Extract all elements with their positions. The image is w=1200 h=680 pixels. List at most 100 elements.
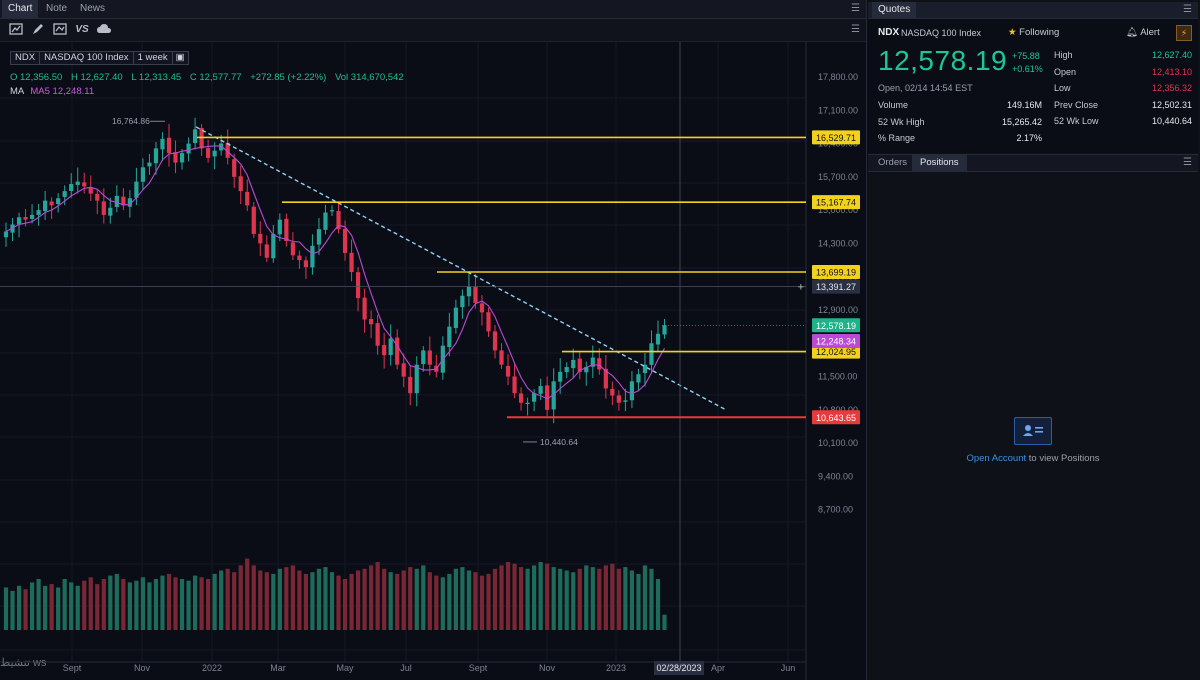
volume-bar	[421, 565, 426, 630]
volume-bar	[499, 565, 504, 630]
volume-bar	[558, 568, 563, 630]
lightning-icon[interactable]: ⚡︎	[1176, 25, 1192, 41]
candle-body	[492, 331, 498, 351]
candle-body	[160, 138, 165, 150]
volume-bar	[388, 572, 393, 630]
price-change: +75.88 +0.61%	[1012, 50, 1043, 76]
tab-positions[interactable]: Positions	[912, 155, 967, 171]
candle-body	[173, 152, 178, 163]
alert-button[interactable]: 🔔︎ Alert	[1126, 27, 1160, 38]
candle-body	[127, 198, 132, 207]
x-tick-label: Nov	[539, 663, 556, 673]
volume-bar	[525, 568, 530, 630]
chart-type-icon[interactable]	[8, 22, 24, 38]
volume-bar	[655, 579, 661, 630]
candle-body	[558, 371, 563, 382]
settings-icon[interactable]: ▣	[171, 51, 189, 65]
price-chart[interactable]: +17,800.0017,100.0016,400.0015,700.0015,…	[0, 42, 866, 680]
candle-body	[284, 218, 289, 242]
candle-body	[499, 350, 504, 365]
candle-body	[166, 137, 172, 154]
draw-icon[interactable]	[30, 22, 46, 38]
ma-label: MA	[10, 86, 24, 97]
volume-bar	[290, 565, 295, 630]
volume-bar	[258, 570, 263, 630]
candle-body	[140, 167, 146, 182]
price-tag-bg	[812, 333, 860, 348]
symbol-legend: NDX NASDAQ 100 Index 1 week ▣	[10, 51, 189, 65]
y-tick-label: 10,800.00	[818, 405, 858, 415]
x-tick-label: 2023	[606, 663, 626, 673]
volume-bar	[414, 568, 419, 630]
candle-body	[655, 333, 661, 345]
following-button[interactable]: ★ Following	[1008, 27, 1059, 38]
y-tick-label: 15,700.00	[818, 172, 858, 182]
stat-value: 12,627.40	[1151, 50, 1192, 60]
volume-bar	[95, 584, 100, 630]
symbol-badge[interactable]: NDX	[10, 51, 41, 65]
stat-value: 2.17%	[1016, 133, 1042, 143]
candle-body	[258, 233, 263, 244]
volume-bar	[173, 577, 178, 630]
candle-body	[323, 212, 328, 230]
candle-body	[277, 219, 282, 235]
volume-bar	[382, 568, 387, 630]
candle-body	[518, 393, 524, 403]
toolbar-menu-icon[interactable]: ☰	[851, 24, 860, 35]
y-tick-label: 17,100.00	[818, 105, 858, 115]
compare-icon[interactable]: VS	[75, 24, 89, 35]
price-tag-label: 15,167.74	[816, 198, 856, 208]
volume-bar	[336, 575, 341, 630]
tab-news[interactable]: News	[80, 3, 106, 14]
change-pct: +0.61%	[1012, 64, 1043, 74]
quotes-menu-icon[interactable]: ☰	[1183, 4, 1192, 15]
candle-body	[290, 242, 295, 256]
y-tick-label: 14,300.00	[818, 238, 858, 248]
candle-body	[153, 148, 159, 164]
volume-bar	[649, 568, 654, 630]
volume-bar	[597, 568, 602, 630]
candle-body	[342, 228, 348, 253]
candle-body	[82, 182, 87, 187]
positions-menu-icon[interactable]: ☰	[1183, 157, 1192, 168]
volume-bar	[571, 572, 576, 630]
tab-chart[interactable]: Chart	[2, 0, 39, 18]
stat-label: 52 Wk Low	[1054, 116, 1099, 126]
volume-bar	[453, 568, 458, 630]
candle-body	[636, 374, 641, 383]
open-account-text: to view Positions	[1026, 453, 1100, 464]
volume-bar	[512, 563, 517, 630]
candle-body	[408, 376, 413, 394]
volume-bar	[303, 573, 309, 630]
candle-body	[95, 193, 100, 201]
tab-orders[interactable]: Orders	[878, 157, 908, 168]
indicators-icon[interactable]	[52, 22, 68, 38]
volume-bar	[610, 563, 615, 630]
open-account-link[interactable]: Open Account	[966, 453, 1027, 464]
candle-body	[186, 143, 191, 154]
tab-note[interactable]: Note	[46, 3, 68, 14]
volume-bar	[62, 579, 67, 630]
volume-bar	[505, 562, 511, 630]
candle-body	[329, 210, 335, 212]
volume-bar	[88, 577, 93, 630]
candle-body	[571, 359, 576, 369]
candle-body	[3, 231, 9, 238]
panel-menu-icon[interactable]: ☰	[851, 3, 860, 14]
volume-bar	[82, 580, 87, 630]
volume-bar	[121, 579, 126, 630]
volume-bar	[629, 570, 635, 630]
quote-stats-left: Volume 149.16M 52 Wk High 15,265.42 % Rang…	[878, 97, 1042, 147]
star-icon: ★	[1008, 27, 1017, 38]
interval-badge[interactable]: 1 week	[132, 51, 173, 65]
volume-bar	[492, 568, 498, 630]
candle-body	[525, 402, 530, 405]
volume-bar	[56, 587, 61, 630]
volume-bar	[316, 568, 322, 630]
price-tag-bg	[812, 264, 860, 279]
cloud-icon[interactable]	[96, 22, 112, 38]
candle-body	[36, 210, 41, 215]
high-annotation: 16,764.86	[112, 116, 150, 126]
volume-bar	[427, 572, 432, 630]
volume-bar	[179, 579, 185, 630]
